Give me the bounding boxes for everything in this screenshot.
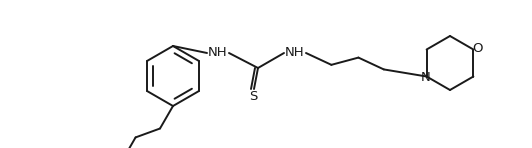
Text: O: O	[472, 42, 483, 55]
Text: NH: NH	[208, 45, 228, 58]
Text: S: S	[249, 90, 257, 103]
Text: NH: NH	[285, 45, 305, 58]
Text: N: N	[421, 71, 430, 84]
